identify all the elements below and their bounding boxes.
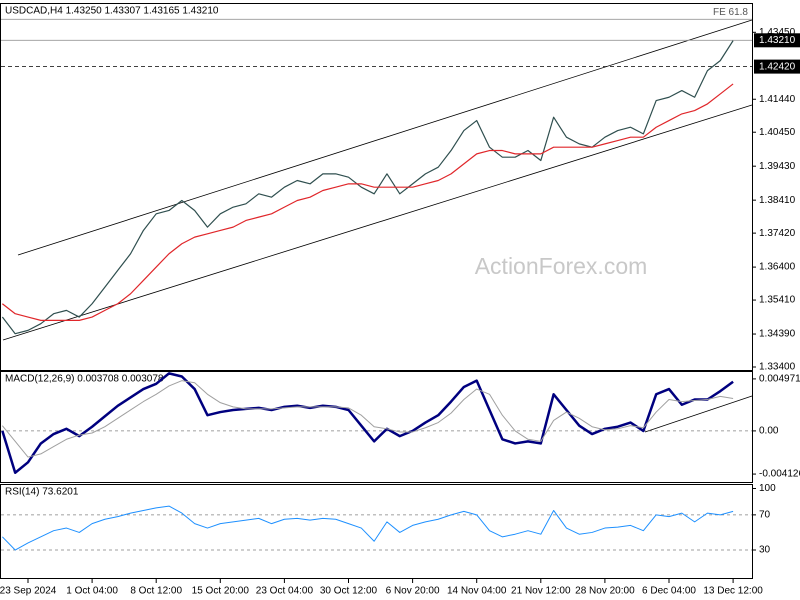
x-tick-label: 15 Oct 20:00: [192, 586, 250, 597]
level-label-box: [754, 33, 800, 48]
x-tick-label: 14 Nov 04:00: [447, 586, 507, 597]
price-panel: [0, 3, 753, 371]
y-tick-label: 1.33400: [759, 362, 796, 373]
series-line: [1, 380, 734, 458]
y-tick-label: 30: [759, 545, 771, 556]
trend-lines: [2, 19, 753, 433]
rsi-title: RSI(14) 73.6201: [5, 487, 79, 498]
y-tick-label: 1.39430: [759, 161, 796, 172]
x-tick-label: 1 Oct 04:00: [66, 586, 118, 597]
rsi-panel: [0, 484, 753, 579]
y-tick-label: 1.35410: [759, 295, 796, 306]
x-tick-label: 6 Dec 04:00: [642, 586, 696, 597]
y-tick-label: 1.34390: [759, 329, 796, 340]
x-tick-label: 28 Nov 20:00: [575, 586, 635, 597]
panel-frames: [0, 3, 753, 579]
x-tick-label: 6 Nov 20:00: [386, 586, 440, 597]
y-tick-label: -0.004126: [759, 469, 800, 480]
level-label-box: [754, 59, 800, 74]
x-tick-label: 13 Dec 12:00: [703, 586, 763, 597]
macd-title: MACD(12,26,9) 0.003708 0.003078: [5, 374, 164, 385]
y-tick-label: 1.41440: [759, 94, 796, 105]
macd-panel: [0, 371, 753, 483]
x-tick-label: 21 Nov 12:00: [511, 586, 571, 597]
y-tick-label: 1.36400: [759, 262, 796, 273]
price-title: USDCAD,H4 1.43250 1.43307 1.43165 1.4321…: [5, 6, 219, 17]
level-label: 1.43210: [759, 35, 796, 46]
channel-lower: [2, 104, 753, 341]
y-tick-label: 0.00: [759, 426, 779, 437]
y-tick-label: 1.40450: [759, 127, 796, 138]
y-tick-label: 0.004971: [759, 374, 800, 385]
series-line: [2, 505, 734, 551]
y-tick-label: 1.43450: [759, 27, 796, 38]
macd-trend-line: [644, 395, 753, 433]
y-tick-label: 1.38410: [759, 195, 796, 206]
series-line: [1, 83, 734, 321]
channel-upper: [17, 19, 753, 256]
x-tick-label: 8 Oct 12:00: [130, 586, 182, 597]
x-tick-label: 30 Oct 12:00: [320, 586, 378, 597]
x-tick-label: 23 Oct 04:00: [256, 586, 314, 597]
level-label: FE 61.8: [713, 7, 748, 18]
x-tick-label: 23 Sep 2024: [0, 586, 57, 597]
series-line: [1, 40, 734, 335]
y-tick-label: 1.37420: [759, 228, 796, 239]
level-label: 1.42420: [759, 61, 796, 72]
watermark: ActionForex.com: [475, 253, 648, 279]
y-tick-label: 70: [759, 510, 771, 521]
y-tick-label: 100: [759, 483, 776, 494]
series-line: [1, 372, 734, 474]
